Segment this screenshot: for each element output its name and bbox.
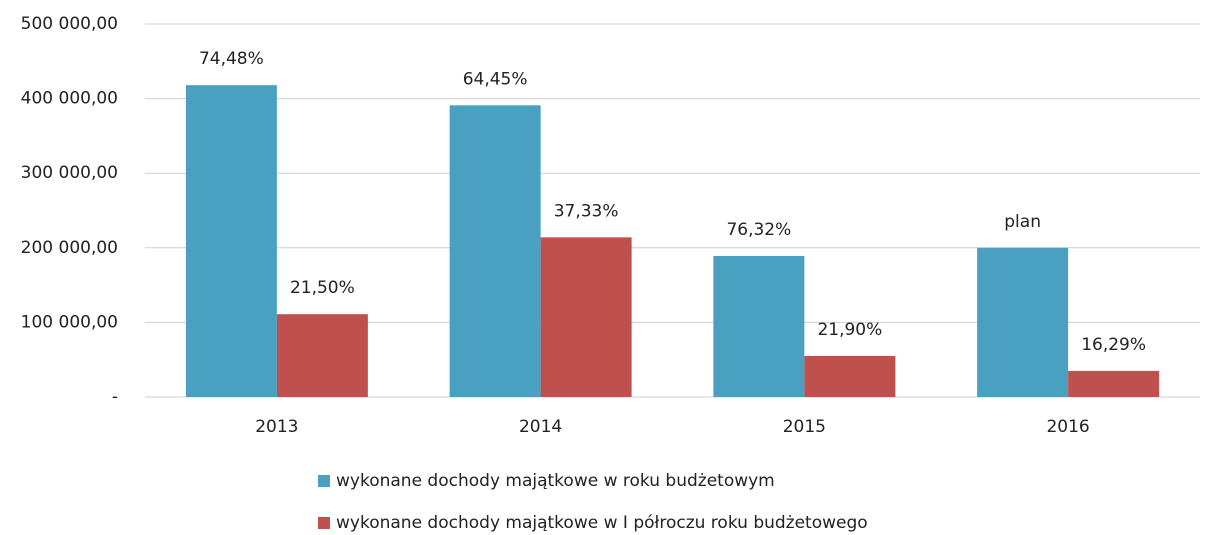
bar bbox=[449, 105, 541, 398]
y-tick-label: - bbox=[112, 387, 118, 407]
bar-label: 21,50% bbox=[290, 278, 355, 298]
bar bbox=[1068, 370, 1160, 397]
bar bbox=[276, 314, 368, 397]
bar bbox=[185, 85, 277, 397]
y-tick-label: 300 000,00 bbox=[21, 163, 118, 183]
bar-label: 16,29% bbox=[1081, 335, 1146, 355]
legend-label: wykonane dochody majątkowe w roku budżet… bbox=[336, 471, 775, 491]
bar bbox=[977, 247, 1069, 397]
y-tick-label: 100 000,00 bbox=[21, 312, 118, 332]
legend-swatch bbox=[318, 475, 330, 487]
bar-label: 64,45% bbox=[463, 69, 528, 89]
x-tick-label: 2015 bbox=[783, 417, 826, 437]
x-tick-label: 2013 bbox=[255, 417, 298, 437]
x-tick-label: 2016 bbox=[1046, 417, 1089, 437]
bar-label: plan bbox=[1004, 212, 1041, 232]
bar bbox=[540, 237, 632, 397]
bar-label: 37,33% bbox=[554, 201, 619, 221]
bar-label: 76,32% bbox=[726, 220, 791, 240]
bar bbox=[713, 256, 805, 397]
y-tick-label: 200 000,00 bbox=[21, 238, 118, 258]
bar bbox=[804, 355, 896, 397]
legend-label: wykonane dochody majątkowe w I półroczu … bbox=[336, 513, 868, 533]
y-tick-label: 500 000,00 bbox=[21, 14, 118, 34]
x-tick-label: 2014 bbox=[519, 417, 562, 437]
y-tick-label: 400 000,00 bbox=[21, 89, 118, 109]
bar-label: 21,90% bbox=[817, 320, 882, 340]
bar-label: 74,48% bbox=[199, 49, 264, 69]
legend-swatch bbox=[318, 517, 330, 529]
